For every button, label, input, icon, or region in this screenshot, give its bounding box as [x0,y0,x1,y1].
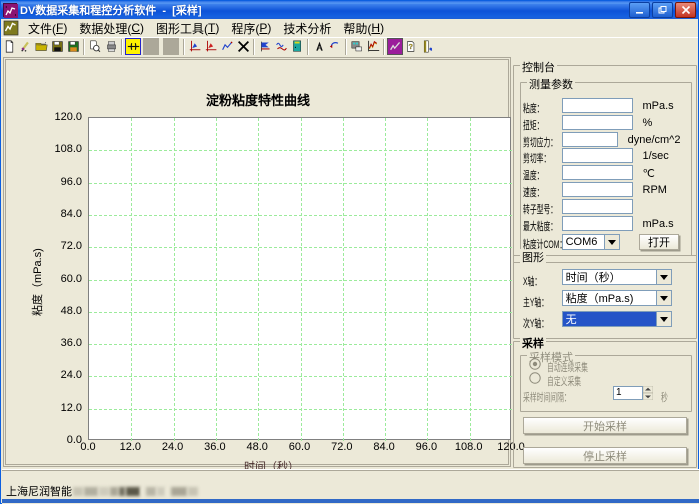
svg-text:?: ? [408,42,413,51]
